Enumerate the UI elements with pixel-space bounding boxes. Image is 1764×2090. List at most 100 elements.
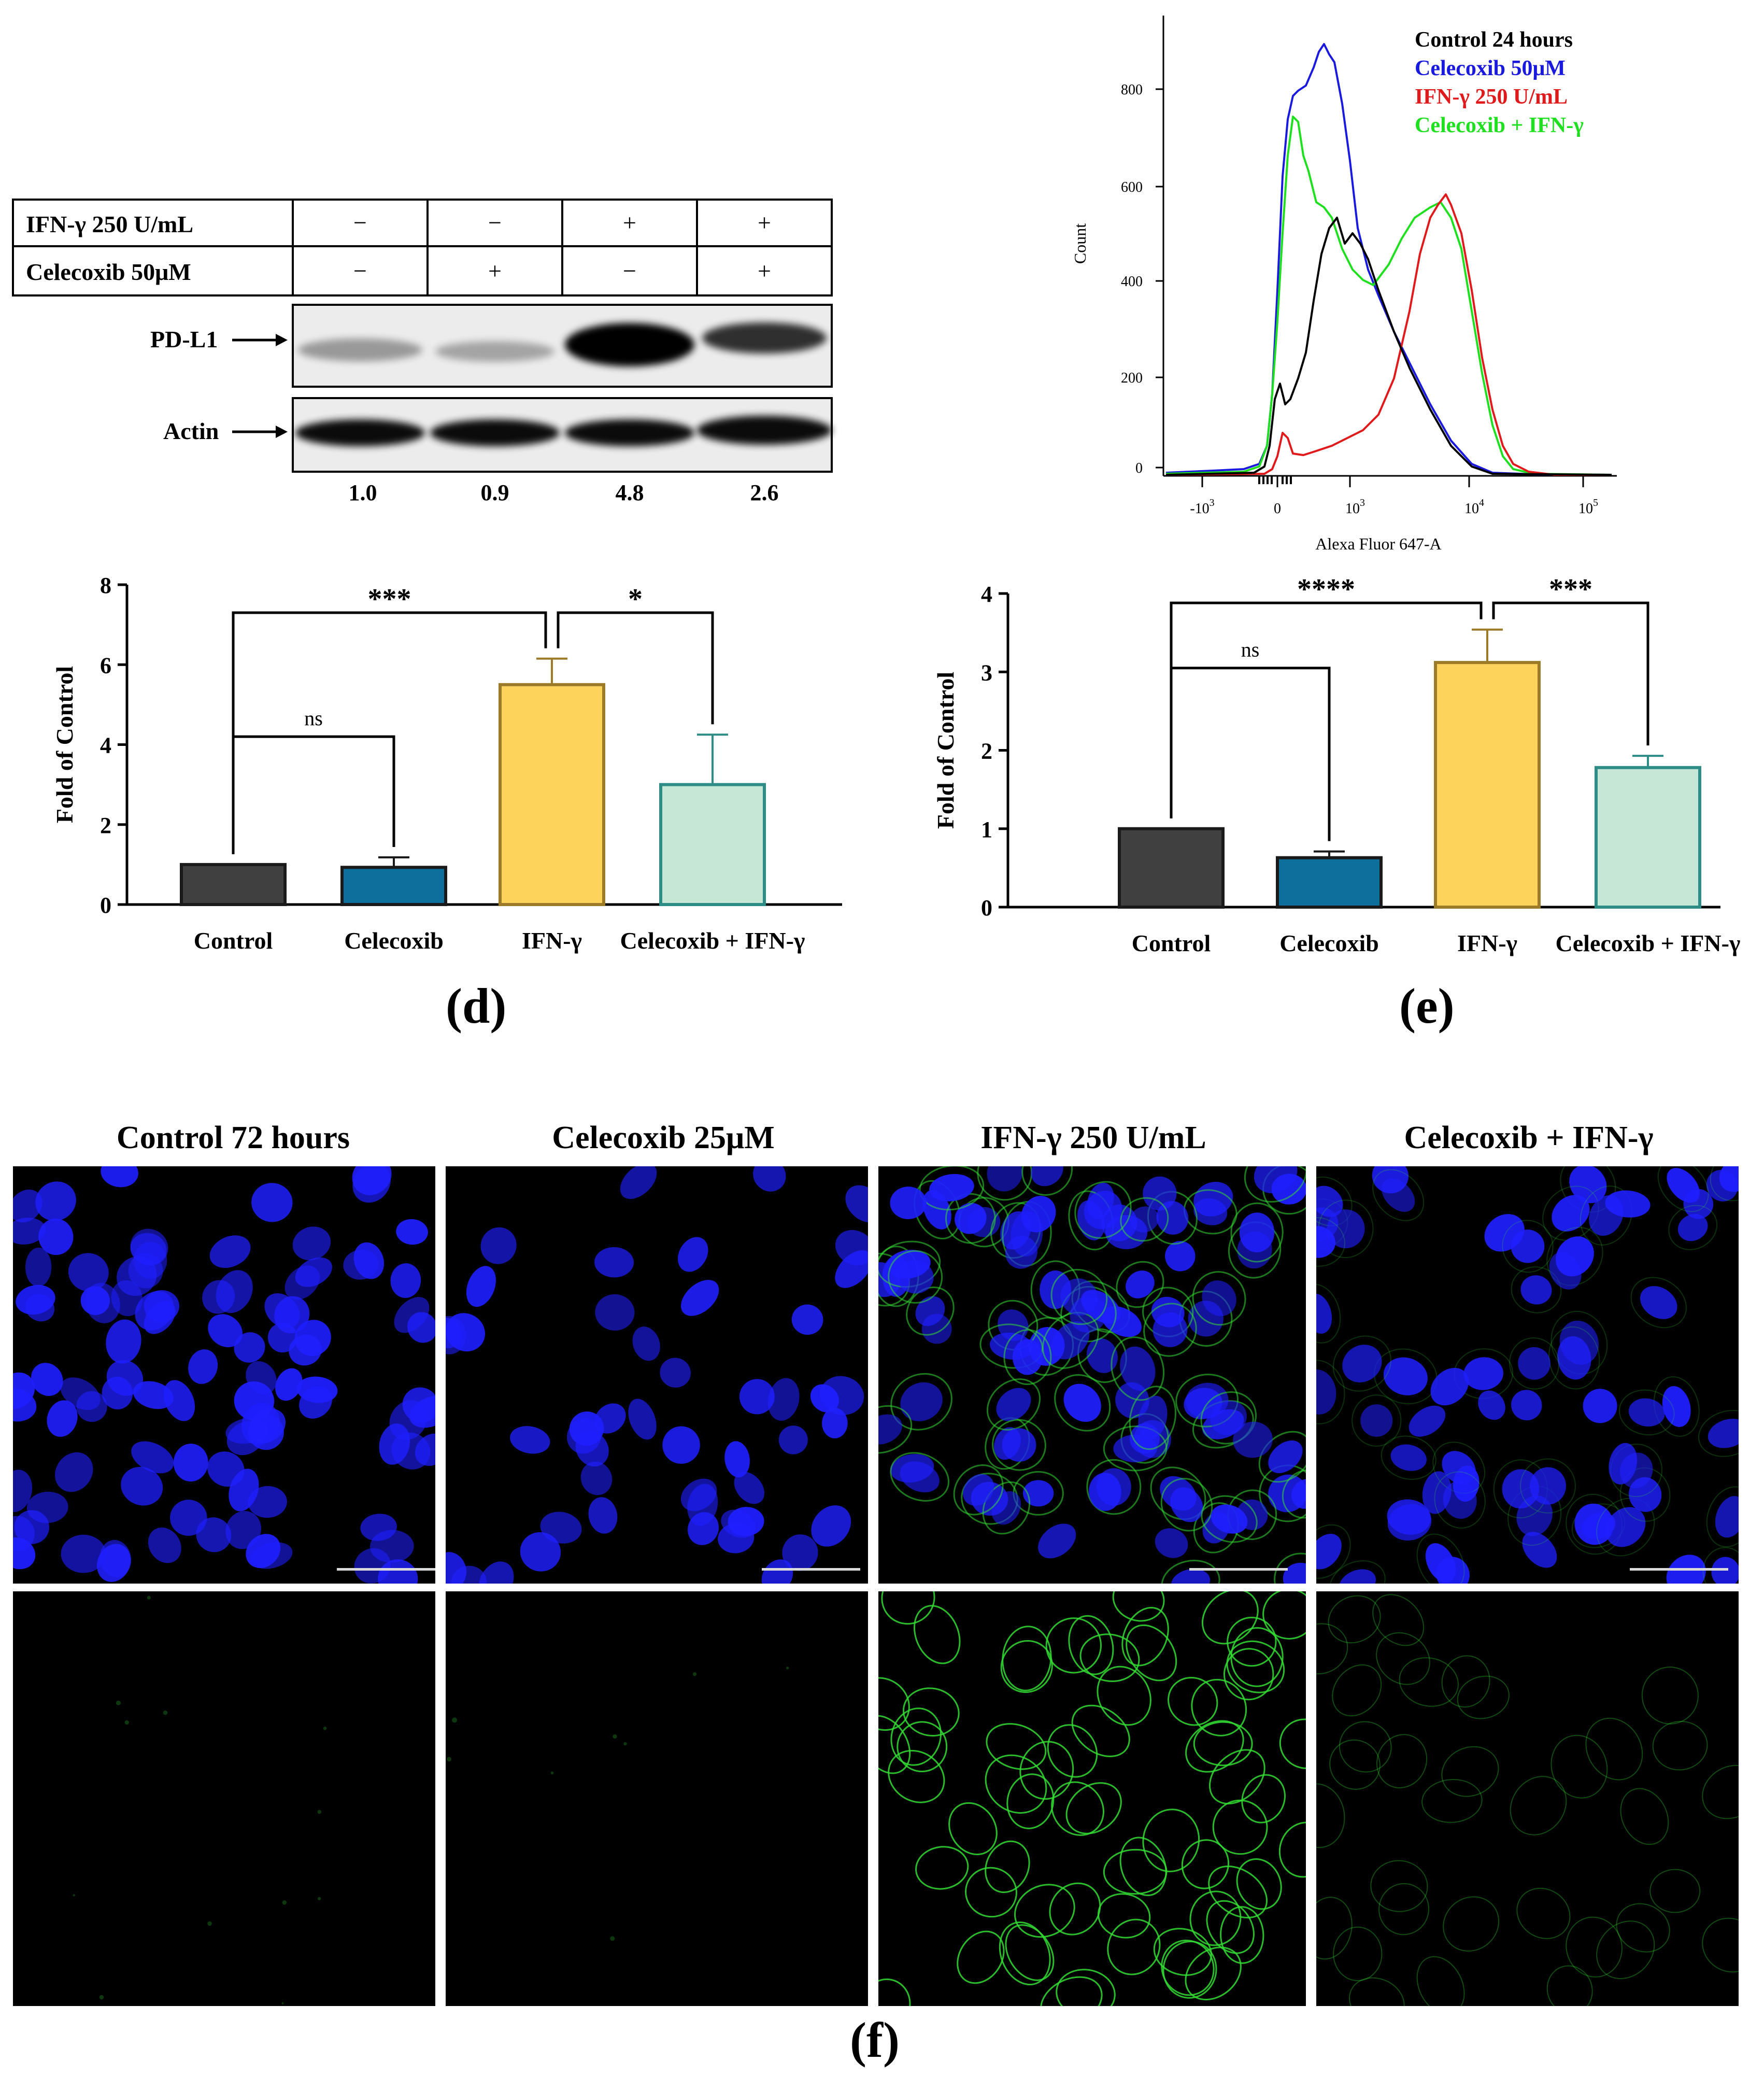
nucleus bbox=[1360, 1404, 1393, 1437]
nucleus bbox=[580, 1461, 613, 1495]
quant-lane1: 1.0 bbox=[349, 480, 377, 505]
nucleus bbox=[117, 1256, 157, 1296]
membrane-signal bbox=[1103, 1848, 1168, 1895]
nucleus bbox=[1113, 1434, 1158, 1462]
membrane-signal bbox=[1372, 1169, 1425, 1221]
nucleus bbox=[1210, 1401, 1247, 1435]
membrane-signal bbox=[1045, 1617, 1102, 1674]
membrane-signal bbox=[1005, 1924, 1055, 1981]
nucleus bbox=[1711, 1557, 1739, 1584]
nucleus bbox=[296, 1376, 338, 1403]
nucleus bbox=[822, 1408, 848, 1438]
membrane-signal bbox=[1372, 1594, 1425, 1646]
membrane-signal bbox=[1185, 1720, 1244, 1773]
nucleus bbox=[480, 1227, 517, 1264]
nucleus bbox=[510, 1426, 550, 1454]
nucleus bbox=[47, 1400, 78, 1437]
microscopy-title-ifn: IFN-γ 250 U/mL bbox=[980, 1120, 1206, 1155]
actin-band-lane3 bbox=[565, 419, 694, 446]
membrane-signal bbox=[1126, 1624, 1177, 1682]
membrane-signal bbox=[1278, 1821, 1306, 1878]
flow-xtick-3: 103 bbox=[1345, 497, 1365, 517]
nucleus bbox=[1327, 1209, 1365, 1249]
membrane-signal bbox=[985, 1754, 1047, 1814]
significance-label: ns bbox=[304, 707, 323, 730]
nucleus bbox=[353, 1242, 385, 1279]
nucleus bbox=[1060, 1278, 1098, 1316]
nucleus bbox=[955, 1203, 987, 1234]
nucleus bbox=[1233, 1421, 1273, 1458]
nucleus bbox=[354, 1548, 391, 1584]
category-label: IFN-γ bbox=[522, 927, 582, 954]
membrane-signal bbox=[902, 1687, 960, 1737]
nucleus bbox=[169, 1500, 207, 1536]
nucleus bbox=[753, 1166, 786, 1192]
actin-band-lane4 bbox=[697, 416, 832, 445]
nucleus bbox=[1605, 1507, 1646, 1547]
nucleus bbox=[466, 1266, 496, 1307]
significance-label: *** bbox=[1549, 573, 1592, 605]
nucleus bbox=[595, 1294, 635, 1331]
membrane-signal bbox=[1065, 1782, 1122, 1834]
pdl1-blot-strip: PD-L1 bbox=[150, 304, 833, 388]
membrane-signal bbox=[1376, 1734, 1428, 1789]
membrane-signal bbox=[1227, 1489, 1277, 1540]
pdl1-field bbox=[878, 1591, 1306, 2006]
nucleus bbox=[144, 1290, 180, 1322]
pdl1-speck bbox=[786, 1667, 789, 1670]
membrane-signal bbox=[1457, 1675, 1510, 1719]
pdl1-speck bbox=[282, 1900, 287, 1905]
membrane-signal bbox=[1657, 1166, 1709, 1212]
membrane-signal bbox=[878, 1978, 911, 2006]
membrane-signal bbox=[1352, 1394, 1402, 1447]
nucleus bbox=[68, 1253, 109, 1292]
membrane-signal bbox=[1129, 1386, 1177, 1450]
nucleus bbox=[520, 1532, 561, 1572]
bar-chart-e: 0 1 2 3 4 Fold of Control Control Celecoxib IFN-… bbox=[932, 573, 1740, 956]
membrane-signal bbox=[1502, 1220, 1554, 1273]
y-tick-label: 4 bbox=[100, 733, 111, 758]
membrane-signal bbox=[1086, 1459, 1142, 1515]
nucleus bbox=[1268, 1440, 1303, 1474]
bar-3 bbox=[659, 783, 766, 906]
nucleus bbox=[1511, 1230, 1545, 1263]
nucleus bbox=[97, 1544, 131, 1582]
nucleus bbox=[1254, 1166, 1298, 1194]
membrane-signal bbox=[888, 1250, 943, 1304]
nucleus bbox=[1063, 1383, 1101, 1422]
pdl1-speck bbox=[116, 1700, 121, 1705]
membrane-signal bbox=[890, 1707, 942, 1766]
pdl1-speck bbox=[124, 1720, 129, 1725]
microscopy-title-celecoxib: Celecoxib 25μM bbox=[552, 1120, 775, 1155]
membrane-signal bbox=[1399, 1657, 1459, 1707]
sign-ifn-lane3: + bbox=[623, 209, 636, 236]
membrane-signal bbox=[1702, 1764, 1739, 1819]
nucleus bbox=[1126, 1270, 1155, 1298]
nucleus bbox=[249, 1408, 286, 1443]
significance-label: ns bbox=[1241, 638, 1260, 661]
membrane-signal bbox=[1421, 1779, 1483, 1823]
western-blot-panel: IFN-γ 250 U/mL Celecoxib 50μM − − + + − … bbox=[12, 199, 833, 505]
membrane-signal bbox=[1201, 1495, 1258, 1543]
nucleus bbox=[234, 1332, 265, 1363]
nucleus bbox=[251, 1183, 293, 1222]
nucleus bbox=[791, 1304, 823, 1335]
figure-label-d: (d) bbox=[446, 978, 507, 1034]
flow-curve-ifn bbox=[1165, 193, 1612, 476]
membrane-signal bbox=[1181, 1839, 1230, 1889]
figure-label-f: (f) bbox=[850, 2012, 900, 2068]
membrane-signal bbox=[1441, 1746, 1499, 1797]
nucleus bbox=[734, 1472, 765, 1504]
membrane-signal bbox=[1706, 1486, 1739, 1548]
membrane-signal bbox=[1279, 1718, 1306, 1769]
sign-cel-lane3: − bbox=[623, 258, 636, 284]
membrane-signal bbox=[1316, 1360, 1345, 1424]
y-tick-label: 4 bbox=[981, 582, 992, 607]
nucleus bbox=[1316, 1533, 1342, 1570]
flow-axes: 0 200 400 600 800 Count -103 0 103 104 1… bbox=[1071, 16, 1617, 553]
nucleus bbox=[1316, 1369, 1336, 1415]
nucleus bbox=[13, 1388, 37, 1422]
pdl1-speck bbox=[692, 1672, 697, 1676]
membrane-signal bbox=[1550, 1734, 1608, 1799]
bar-2 bbox=[1434, 661, 1541, 909]
